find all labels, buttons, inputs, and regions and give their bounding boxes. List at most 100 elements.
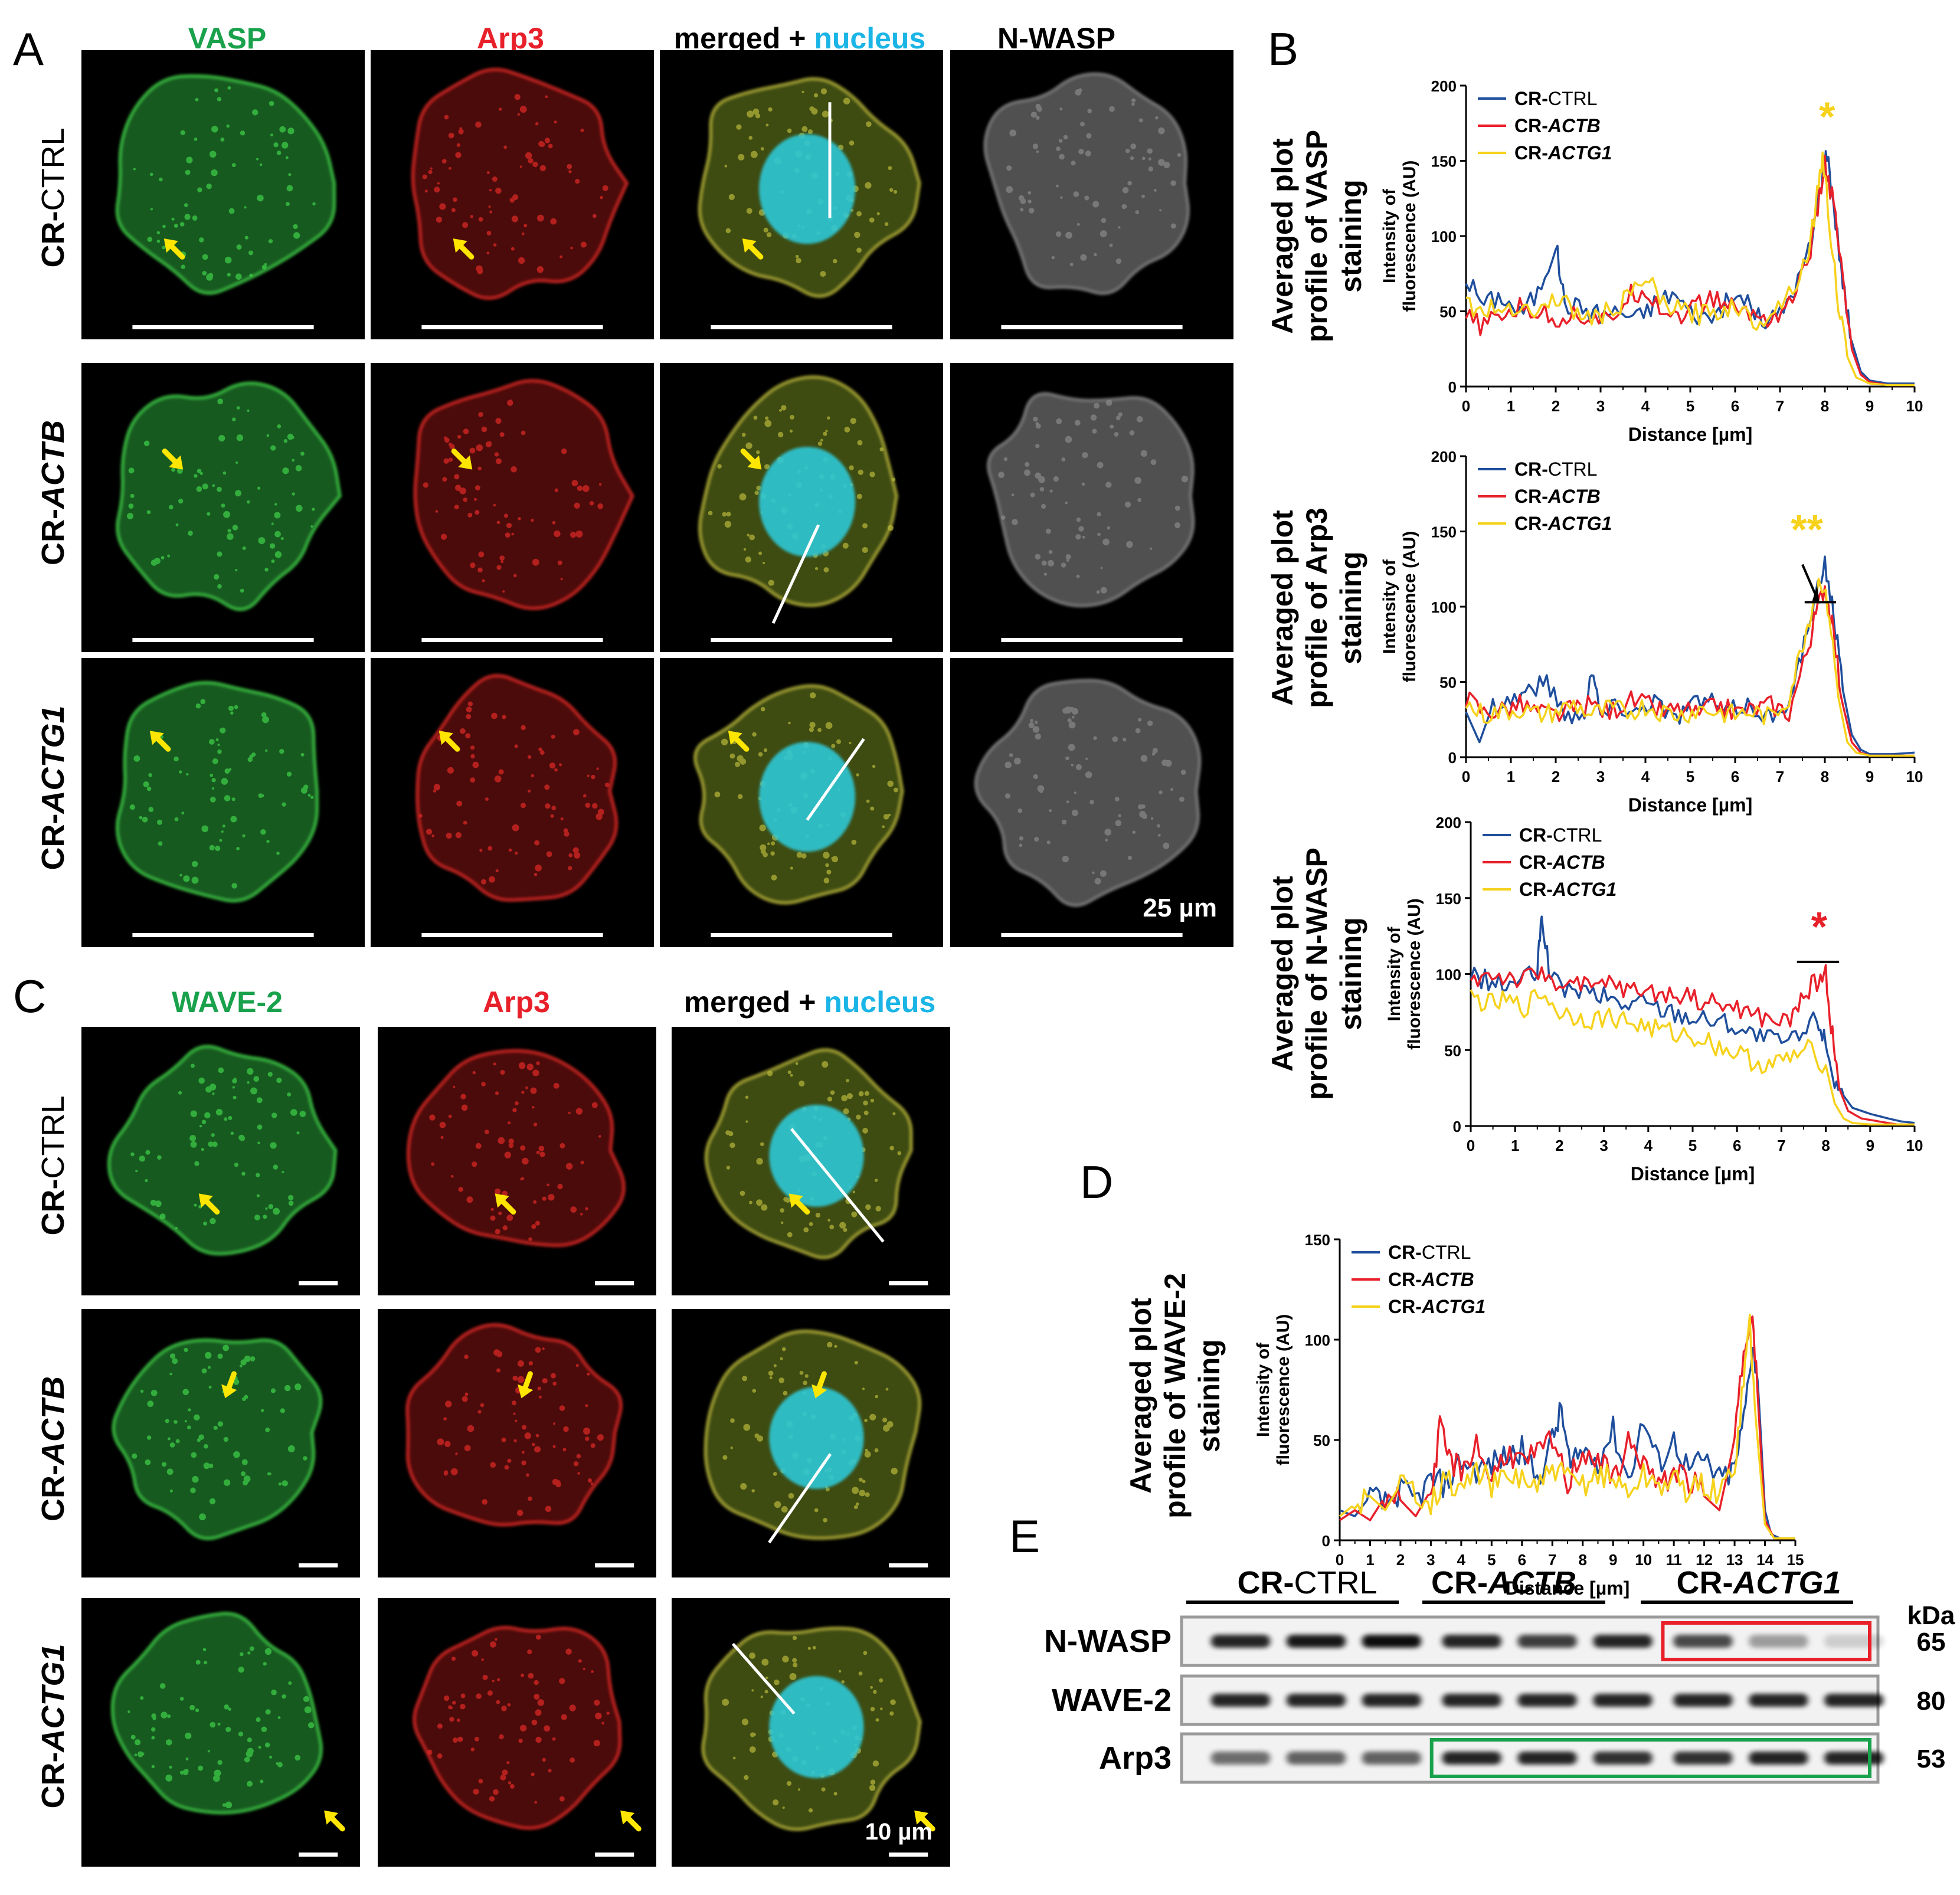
- x-tick-label: 0: [1462, 768, 1470, 786]
- legend-label: CR-CTRL: [1519, 824, 1602, 846]
- blot-band: [1593, 1752, 1653, 1765]
- micrograph-tile: [672, 1598, 950, 1867]
- x-tick-label: 7: [1776, 397, 1784, 415]
- x-tick-label: 15: [1787, 1551, 1804, 1569]
- chart-ylabel: fluorescence (AU): [1400, 161, 1419, 312]
- micrograph-tile: [378, 1598, 656, 1867]
- x-tick-label: 1: [1507, 397, 1515, 415]
- panel-a-row-label-ctrl: CR-CTRL: [35, 128, 71, 268]
- x-tick-label: 9: [1609, 1551, 1617, 1569]
- y-tick-label: 150: [1431, 153, 1457, 171]
- micrograph-tile: [660, 50, 943, 339]
- x-tick-label: 0: [1336, 1551, 1344, 1569]
- cell-body: [974, 679, 1202, 907]
- y-tick-label: 200: [1431, 448, 1457, 466]
- scale-bar: [421, 325, 603, 329]
- arrow-icon: [198, 1193, 220, 1215]
- x-tick-label: 7: [1548, 1551, 1556, 1569]
- merged-text: merged +: [674, 22, 814, 55]
- series-line-1: [1465, 155, 1915, 387]
- micrograph-tile: [672, 1309, 950, 1577]
- x-tick-label: 10: [1635, 1551, 1652, 1569]
- blot-band: [1824, 1752, 1884, 1765]
- x-tick-label: 1: [1511, 1137, 1519, 1154]
- chart-ylabel: Intensity of: [1380, 188, 1399, 283]
- blot-band: [1593, 1694, 1653, 1707]
- x-tick-label: 8: [1821, 768, 1829, 786]
- scale-bar: [132, 933, 314, 937]
- cell-body: [406, 1049, 626, 1248]
- x-tick-label: 7: [1776, 768, 1784, 786]
- y-tick-label: 200: [1436, 814, 1461, 832]
- scale-bar: [889, 1853, 928, 1857]
- blot-band: [1211, 1694, 1270, 1707]
- chart-side-title: Averaged plot: [1266, 876, 1299, 1072]
- micrograph-tile: [81, 50, 365, 339]
- x-tick-label: 1: [1366, 1551, 1374, 1569]
- chart-side-title: profile of VASP: [1300, 130, 1333, 342]
- y-tick-label: 0: [1448, 378, 1457, 396]
- x-tick-label: 9: [1866, 768, 1874, 786]
- panel-a-row-label-actb: CR-ACTB: [35, 420, 71, 565]
- arrow-icon: [728, 731, 750, 752]
- cell-body: [405, 1323, 623, 1527]
- cell-speckles: [1004, 706, 1186, 885]
- panel-c-micrographs: 10 µm: [81, 1027, 950, 1867]
- micrograph-tile: [371, 658, 654, 947]
- blot-band: [1362, 1635, 1421, 1648]
- cell-body: [413, 1626, 622, 1830]
- arrow-icon: [788, 1193, 810, 1215]
- arrow-icon: [162, 449, 184, 470]
- scale-bar: [1001, 325, 1183, 329]
- scale-bar: [711, 325, 892, 329]
- y-tick-label: 50: [1439, 674, 1457, 692]
- micrograph-tile: [81, 1027, 360, 1295]
- panel-c-header-merged: merged + nucleus: [684, 986, 936, 1019]
- panel-letter-e: E: [1009, 1510, 1040, 1562]
- x-tick-label: 10: [1906, 1137, 1923, 1154]
- x-tick-label: 9: [1866, 397, 1874, 415]
- blot-band: [1673, 1694, 1733, 1707]
- panel-a-row-label-actg1: CR-ACTG1: [35, 706, 71, 870]
- legend-label: CR-ACTB: [1514, 115, 1601, 136]
- arrow-icon: [495, 1193, 516, 1215]
- panel-c-row-label-actg1: CR-ACTG1: [35, 1644, 71, 1809]
- blot-kda-value: 65: [1917, 1628, 1946, 1657]
- blot-band: [1211, 1752, 1270, 1765]
- cell-body: [115, 680, 319, 903]
- blot-band: [1824, 1635, 1884, 1648]
- blot-group-header: CR-ACTG1: [1677, 1565, 1841, 1601]
- x-tick-label: 0: [1467, 1137, 1475, 1154]
- blot-band: [1673, 1752, 1733, 1765]
- blot-band: [1362, 1694, 1421, 1707]
- blot-kda-value: 53: [1917, 1745, 1946, 1773]
- blot-band: [1442, 1752, 1501, 1765]
- arrow-icon: [914, 1810, 935, 1832]
- nucleus-text-c: nucleus: [824, 986, 935, 1019]
- blot-band: [1517, 1635, 1577, 1648]
- series-line-2: [1465, 577, 1915, 757]
- series-line-2: [1465, 151, 1915, 387]
- y-tick-label: 200: [1431, 77, 1457, 95]
- cell-speckles: [130, 1063, 306, 1230]
- arrow-icon: [812, 1371, 827, 1399]
- x-tick-label: 5: [1686, 768, 1694, 786]
- cell-speckles: [127, 1646, 315, 1809]
- chart-side-title: staining: [1193, 1339, 1226, 1452]
- series-line-0: [1465, 555, 1915, 755]
- nucleus: [759, 447, 856, 557]
- arrow-icon: [163, 238, 185, 260]
- chart-xlabel: Distance [µm]: [1628, 424, 1752, 445]
- cell-speckles: [427, 1634, 610, 1804]
- micrograph-tile: [950, 363, 1233, 652]
- profile-line: [771, 524, 820, 624]
- arrow-icon: [324, 1810, 345, 1832]
- x-tick-label: 4: [1641, 397, 1650, 415]
- x-tick-label: 4: [1457, 1551, 1466, 1569]
- scale-bar: [711, 933, 892, 937]
- x-tick-label: 3: [1599, 1137, 1608, 1154]
- legend-label: CR-CTRL: [1388, 1242, 1471, 1263]
- cell-speckles: [429, 1061, 601, 1241]
- blot-band: [1749, 1694, 1808, 1707]
- cell-speckles: [129, 699, 314, 889]
